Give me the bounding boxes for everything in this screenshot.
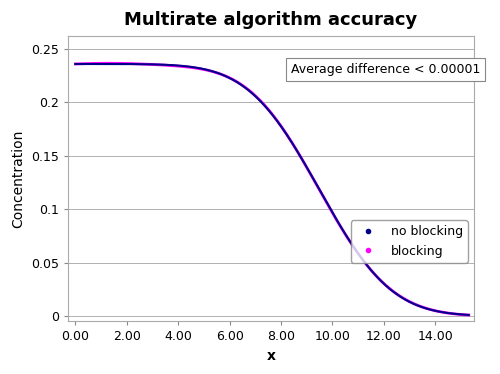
- blocking: [286, 136, 292, 140]
- Y-axis label: Concentration: Concentration: [11, 129, 25, 228]
- blocking: [106, 61, 112, 65]
- X-axis label: x: x: [266, 349, 276, 363]
- no blocking: [395, 293, 401, 297]
- no blocking: [306, 170, 312, 174]
- blocking: [260, 101, 266, 106]
- blocking: [457, 312, 463, 317]
- no blocking: [72, 62, 78, 66]
- no blocking: [456, 312, 462, 316]
- blocking: [262, 104, 268, 108]
- no blocking: [262, 103, 268, 108]
- Line: no blocking: no blocking: [76, 64, 468, 315]
- blocking: [308, 171, 314, 176]
- no blocking: [466, 313, 471, 317]
- no blocking: [259, 101, 265, 105]
- blocking: [466, 313, 471, 317]
- no blocking: [285, 135, 291, 139]
- blocking: [72, 62, 78, 66]
- Legend: no blocking, blocking: no blocking, blocking: [350, 220, 468, 263]
- Line: blocking: blocking: [76, 63, 468, 315]
- Text: Average difference < 0.00001: Average difference < 0.00001: [291, 62, 480, 76]
- blocking: [396, 293, 402, 297]
- Title: Multirate algorithm accuracy: Multirate algorithm accuracy: [124, 11, 418, 29]
